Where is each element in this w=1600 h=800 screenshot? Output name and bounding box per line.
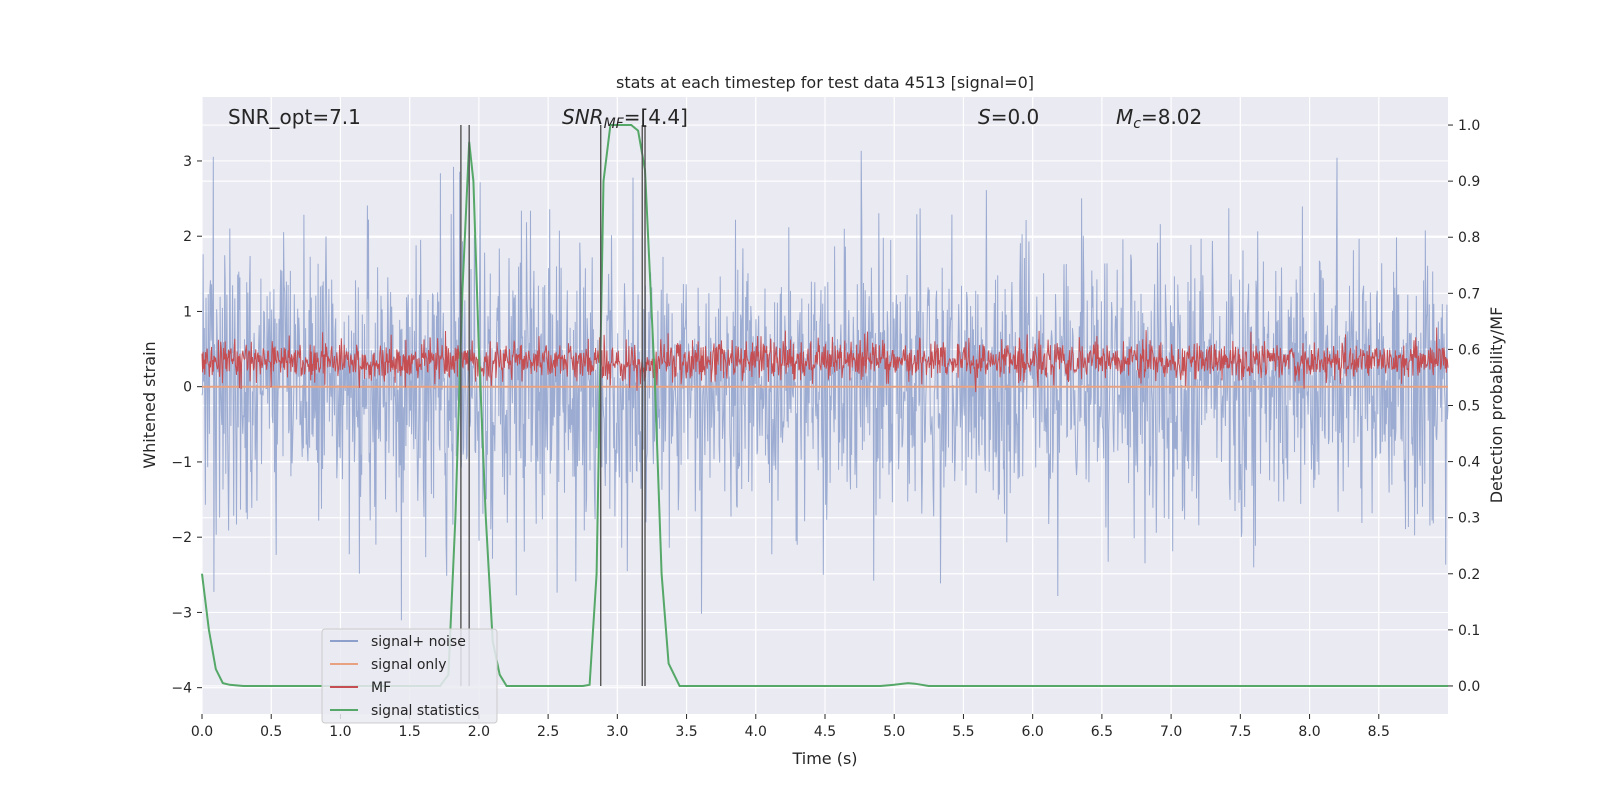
x-tick-label: 6.0 (1022, 724, 1044, 740)
snr-mf-annotation: SNRMF=[4.4] (562, 105, 688, 132)
y2-tick-label: 0.8 (1458, 230, 1480, 246)
x-axis-label: Time (s) (791, 749, 857, 768)
y-tick-label: −4 (171, 681, 192, 697)
y-axis-label: Whitened strain (140, 341, 159, 468)
y-tick-label: 2 (183, 229, 192, 245)
x-tick-label: 1.0 (329, 724, 351, 740)
x-tick-label: 4.5 (814, 724, 836, 740)
y-tick-label: −2 (171, 530, 192, 546)
y-tick-label: 1 (183, 304, 192, 320)
y2-tick-label: 1.0 (1458, 118, 1480, 134)
s-annotation: S=0.0 (978, 105, 1039, 129)
legend-label-signal-noise: signal+ noise (371, 634, 466, 650)
y2-tick-label: 0.6 (1458, 342, 1480, 358)
s-value: =0.0 (991, 105, 1040, 129)
y2-tick-label: 0.2 (1458, 567, 1480, 583)
x-tick-label: 0.0 (191, 724, 213, 740)
x-tick-label: 3.5 (675, 724, 697, 740)
mc-subscript: c (1133, 116, 1141, 132)
y2-tick-label: 0.4 (1458, 455, 1480, 471)
x-tick-label: 0.5 (260, 724, 282, 740)
y2-axis-label: Detection probability/MF (1487, 307, 1506, 504)
x-tick-label: 1.5 (399, 724, 421, 740)
x-tick-label: 8.0 (1298, 724, 1320, 740)
legend-box (321, 628, 498, 724)
x-tick-label: 8.5 (1368, 724, 1390, 740)
s-label: S (978, 105, 991, 129)
y2-tick-label: 0.0 (1458, 679, 1480, 695)
snr-opt-annotation: SNR_opt=7.1 (228, 105, 361, 129)
y2-tick-label: 0.1 (1458, 623, 1480, 639)
y-tick-label: 3 (183, 154, 192, 170)
vertical-markers (460, 125, 646, 686)
y2-tick-label: 0.7 (1458, 286, 1480, 302)
x-tick-label: 6.5 (1091, 724, 1113, 740)
legend-label-signal-statistics: signal statistics (371, 703, 479, 719)
x-tick-label: 5.5 (952, 724, 974, 740)
legend: signal+ noise signal only MF signal stat… (321, 628, 498, 724)
chart-title: stats at each timestep for test data 451… (616, 73, 1034, 92)
x-tick-label: 7.0 (1160, 724, 1182, 740)
legend-label-mf: MF (371, 680, 391, 696)
y-tick-label: 0 (183, 380, 192, 396)
ticks: 0.0 0.5 1.0 1.5 2.0 2.5 3.0 3.5 4.0 4.5 5.0 5.5 6.0 6… (171, 118, 1480, 740)
snr-mf-value: =[4.4] (624, 105, 688, 129)
mc-annotation: Mc=8.02 (1116, 105, 1202, 132)
snr-mf-label: SNR (562, 105, 604, 129)
mc-label: M (1116, 105, 1133, 129)
x-tick-label: 5.0 (883, 724, 905, 740)
x-tick-label: 7.5 (1229, 724, 1251, 740)
snr-mf-subscript: MF (604, 116, 625, 132)
mc-value: =8.02 (1141, 105, 1202, 129)
x-tick-label: 4.0 (745, 724, 767, 740)
x-tick-label: 3.0 (606, 724, 628, 740)
x-tick-label: 2.5 (537, 724, 559, 740)
y2-tick-label: 0.5 (1458, 399, 1480, 415)
y2-tick-label: 0.3 (1458, 511, 1480, 527)
x-tick-label: 2.0 (468, 724, 490, 740)
y-tick-label: −3 (171, 605, 192, 621)
legend-label-signal-only: signal only (371, 657, 446, 673)
y2-tick-label: 0.9 (1458, 174, 1480, 190)
y-tick-label: −1 (171, 455, 192, 471)
series-line-mf (201, 327, 1449, 393)
